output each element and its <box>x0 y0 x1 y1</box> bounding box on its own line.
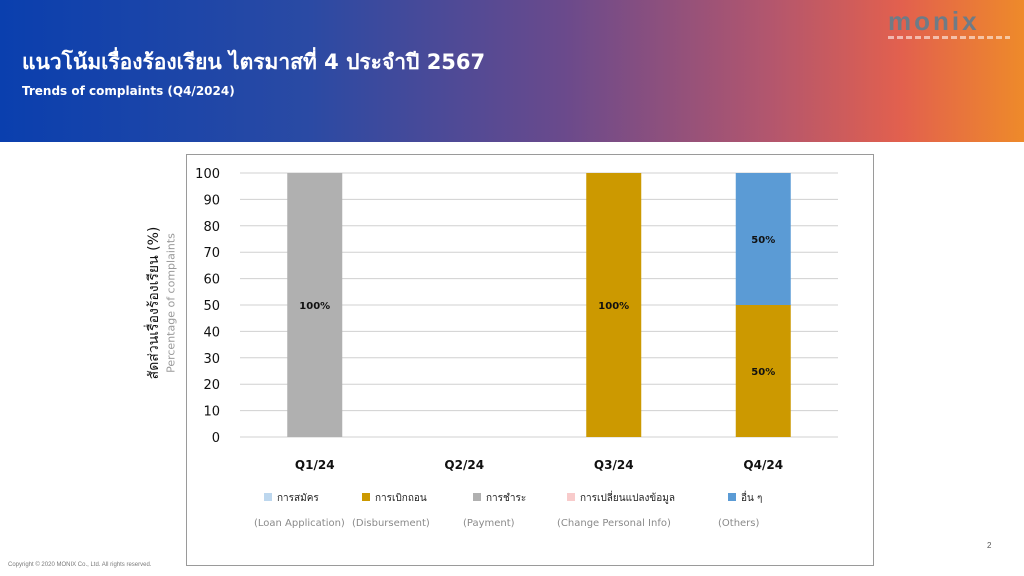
legend-swatch <box>473 493 481 501</box>
logo-tagline <box>888 36 1010 39</box>
chart-frame: 0 10 20 30 40 50 60 70 80 90 100 100% Q1/24 Q2/24 100%… <box>186 154 874 566</box>
y-tick-label: 80 <box>203 220 220 235</box>
bar <box>735 173 791 305</box>
y-tick-label: 90 <box>203 193 220 208</box>
y-tick-label: 30 <box>203 352 220 367</box>
page-number: 2 <box>987 541 992 550</box>
legend-swatch <box>264 493 272 501</box>
data-label: 50% <box>751 367 775 378</box>
bar <box>586 173 642 437</box>
legend-label: การเบิกถอน <box>375 493 427 504</box>
y-tick-label: 100 <box>195 167 220 182</box>
x-tick-label: Q2/24 <box>444 458 484 472</box>
y-tick-label: 10 <box>203 405 220 420</box>
y-tick-label: 20 <box>203 378 220 393</box>
legend-label-en: (Change Personal Info) <box>557 518 671 529</box>
data-label: 100% <box>598 301 629 312</box>
legend-label-en: (Others) <box>718 518 760 529</box>
complaints-chart: 0 10 20 30 40 50 60 70 80 90 100 100% Q1/24 Q2/24 100%… <box>195 167 838 529</box>
legend-label: การชำระ <box>486 493 526 504</box>
y-tick-label: 60 <box>203 273 220 288</box>
data-label: 100% <box>299 301 330 312</box>
legend-label-en: (Disbursement) <box>352 518 430 529</box>
x-tick-label: Q4/24 <box>743 458 783 472</box>
legend-swatch <box>362 493 370 501</box>
y-tick-label: 40 <box>203 325 220 340</box>
data-label: 50% <box>751 235 775 246</box>
legend-label: อื่น ๆ <box>741 490 762 504</box>
monix-logo: monix <box>888 6 1010 42</box>
y-axis-label-en: Percentage of complaints <box>164 233 178 373</box>
x-tick-label: Q1/24 <box>295 458 335 472</box>
header-banner <box>0 0 1024 142</box>
page-title: แนวโน้มเรื่องร้องเรียน ไตรมาสที่ 4 ประจำ… <box>22 50 486 74</box>
legend-label-en: (Payment) <box>463 518 515 529</box>
bar <box>287 173 343 437</box>
legend-swatch <box>567 493 575 501</box>
logo-text: monix <box>888 6 980 36</box>
y-tick-label: 50 <box>203 299 220 314</box>
x-tick-label: Q3/24 <box>594 458 634 472</box>
legend-label: การเปลี่ยนแปลงข้อมูล <box>580 490 675 504</box>
y-tick-label: 0 <box>212 431 220 446</box>
bar <box>735 305 791 437</box>
y-tick-label: 70 <box>203 246 220 261</box>
page-subtitle: Trends of complaints (Q4/2024) <box>22 84 235 98</box>
legend-label-en: (Loan Application) <box>254 518 345 529</box>
legend-swatch <box>728 493 736 501</box>
copyright-text: Copyright © 2020 MONIX Co., Ltd. All rig… <box>8 562 152 568</box>
y-axis-label: สัดส่วนเรื่องร้องเรียน (%) <box>146 226 162 380</box>
legend-label: การสมัคร <box>277 493 319 504</box>
